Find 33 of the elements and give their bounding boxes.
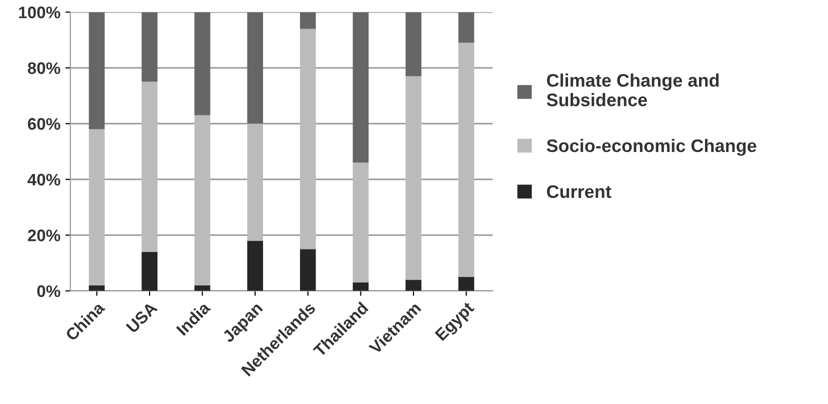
bar <box>406 12 422 76</box>
bar <box>406 76 422 280</box>
legend-label: Socio-economic Change <box>546 138 756 156</box>
bar <box>142 252 158 291</box>
bar <box>300 12 316 29</box>
bar <box>194 285 210 291</box>
bar <box>88 129 105 286</box>
x-tick-label: USA <box>126 301 158 334</box>
bar <box>458 42 474 277</box>
bar <box>194 115 210 286</box>
y-tick-label: 80% <box>28 62 60 74</box>
bar <box>194 12 210 116</box>
bar <box>458 12 474 43</box>
y-tick-label: 40% <box>28 174 60 186</box>
bar <box>352 282 369 291</box>
bar <box>247 12 264 124</box>
bar <box>352 162 369 283</box>
bar <box>406 280 422 291</box>
bar <box>300 28 316 250</box>
y-tick-label: 20% <box>28 230 60 242</box>
bar <box>88 12 105 130</box>
bar <box>247 124 264 241</box>
legend-label: Current <box>546 185 612 198</box>
bar <box>142 12 158 82</box>
y-tick-label: 100% <box>19 6 60 18</box>
legend-label: Climate Change and Subsidence <box>546 74 719 106</box>
bar <box>247 240 264 291</box>
y-tick-label: 60% <box>28 118 60 130</box>
bar <box>458 276 474 291</box>
bar <box>142 82 158 252</box>
bar <box>300 249 316 291</box>
y-tick-label: 0% <box>37 285 60 298</box>
bar <box>352 12 369 163</box>
